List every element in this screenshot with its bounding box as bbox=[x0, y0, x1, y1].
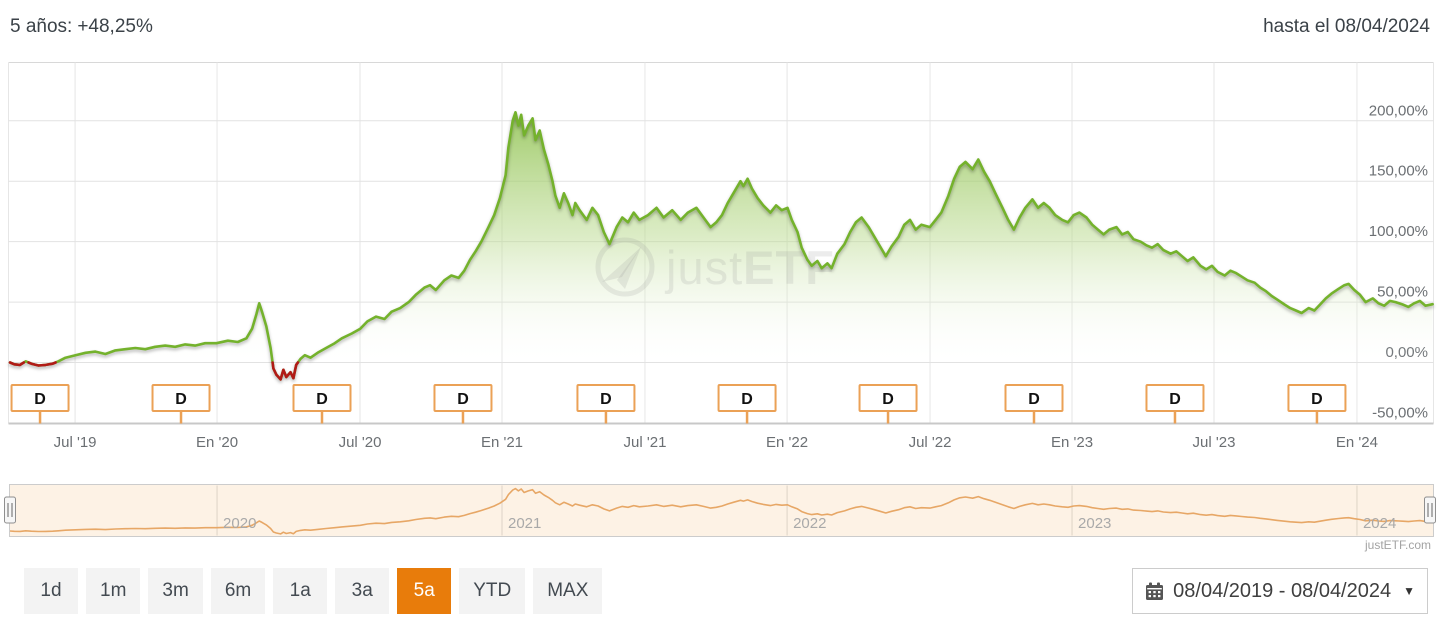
justetf-watermark: justETF bbox=[595, 237, 835, 297]
dividend-marker[interactable]: D bbox=[292, 384, 352, 424]
x-axis-label: Jul '22 bbox=[909, 434, 952, 451]
y-axis-label: 100,00% bbox=[1369, 223, 1428, 240]
justetf-logo-plane bbox=[617, 247, 641, 289]
x-axis-label: Jul '21 bbox=[624, 434, 667, 451]
range-button-6m[interactable]: 6m bbox=[210, 568, 266, 614]
handle-grip-box bbox=[4, 496, 16, 524]
justetf-logo-plane bbox=[602, 247, 641, 282]
period-return-header: 5 años: +48,25% bbox=[10, 16, 153, 38]
x-axis-label: En '22 bbox=[766, 434, 808, 451]
dividend-flag-box bbox=[433, 384, 493, 412]
range-button-5a[interactable]: 5a bbox=[397, 568, 452, 614]
dividend-flag-label: D bbox=[741, 391, 753, 408]
until-date-label: hasta el 08/04/2024 bbox=[1263, 16, 1430, 37]
y-axis-label: -50,00% bbox=[1372, 404, 1428, 421]
range-button-3a[interactable]: 3a bbox=[335, 568, 390, 614]
range-button-YTD[interactable]: YTD bbox=[459, 568, 526, 614]
y-axis-label: 200,00% bbox=[1369, 102, 1428, 119]
handle-grip-lines bbox=[7, 503, 13, 517]
dividend-flag-box bbox=[1287, 384, 1347, 412]
x-axis-label: En '21 bbox=[481, 434, 523, 451]
dividend-flag-box bbox=[151, 384, 211, 412]
range-button-1m[interactable]: 1m bbox=[86, 568, 141, 614]
performance-line-group bbox=[8, 111, 1434, 381]
x-axis-label: En '20 bbox=[196, 434, 238, 451]
range-button-1d[interactable]: 1d bbox=[24, 568, 78, 614]
navigator-year-label: 2022 bbox=[793, 515, 826, 532]
dividend-flag-box bbox=[10, 384, 70, 412]
dividend-marker[interactable]: D bbox=[858, 384, 918, 424]
dividend-flag-label: D bbox=[316, 391, 328, 408]
dividend-marker[interactable]: D bbox=[717, 384, 777, 424]
dividend-marker[interactable]: D bbox=[1004, 384, 1064, 424]
date-range-picker[interactable]: 08/04/2019 - 08/04/2024 ▼ bbox=[1132, 568, 1428, 614]
dividend-marker[interactable]: D bbox=[151, 384, 211, 424]
justetf-brand-label: justETF.com bbox=[1364, 538, 1431, 552]
dividend-flag-label: D bbox=[457, 391, 469, 408]
watermark-text: justETF bbox=[664, 241, 835, 294]
navigator-year-label: 2024 bbox=[1363, 515, 1396, 532]
dividend-flag-label: D bbox=[34, 391, 46, 408]
navigator-handle-right[interactable] bbox=[1424, 496, 1436, 524]
dividend-marker[interactable]: D bbox=[10, 384, 70, 424]
navigator-year-label: 2023 bbox=[1078, 515, 1111, 532]
dividend-flag-label: D bbox=[882, 391, 894, 408]
navigator-handle-left[interactable] bbox=[4, 496, 16, 524]
dividend-flag-box bbox=[576, 384, 636, 412]
x-axis-label: Jul '19 bbox=[54, 434, 97, 451]
x-axis-label: Jul '23 bbox=[1193, 434, 1236, 451]
performance-area-fill bbox=[10, 112, 1433, 380]
y-axis-label: 150,00% bbox=[1369, 163, 1428, 180]
dividend-flag-label: D bbox=[175, 391, 187, 408]
justetf-logo-icon bbox=[595, 237, 655, 297]
range-button-row: 1d 1m 3m 6m 1a 3a 5a YTD MAX bbox=[24, 568, 603, 614]
dividend-marker[interactable]: D bbox=[576, 384, 636, 424]
navigator-line bbox=[9, 487, 1433, 535]
y-axis-label: 50,00% bbox=[1377, 284, 1428, 301]
dividend-marker[interactable]: D bbox=[433, 384, 493, 424]
dividend-flag-box bbox=[858, 384, 918, 412]
x-axis-label: En '24 bbox=[1336, 434, 1378, 451]
x-axis-label: En '23 bbox=[1051, 434, 1093, 451]
dividend-flag-label: D bbox=[600, 391, 612, 408]
dividend-flag-box bbox=[717, 384, 777, 412]
range-button-MAX[interactable]: MAX bbox=[533, 568, 603, 614]
performance-line-negative bbox=[8, 361, 300, 381]
date-range-value: 08/04/2019 - 08/04/2024 bbox=[1173, 579, 1392, 602]
x-axis-label: Jul '20 bbox=[339, 434, 382, 451]
dividend-flag-label: D bbox=[1028, 391, 1040, 408]
navigator: 2020 2021 2022 2023 2024 bbox=[4, 484, 1436, 537]
navigator-track[interactable] bbox=[9, 484, 1434, 537]
dividend-flag-box bbox=[1145, 384, 1205, 412]
dividend-marker[interactable]: D bbox=[1145, 384, 1205, 424]
caret-down-icon: ▼ bbox=[1403, 584, 1415, 598]
period-label: 5 años: bbox=[10, 16, 73, 37]
dividend-marker[interactable]: D bbox=[1287, 384, 1347, 424]
handle-grip-box bbox=[1424, 496, 1436, 524]
dividend-flag-box bbox=[1004, 384, 1064, 412]
period-return-value: +48,25% bbox=[77, 16, 153, 37]
dividend-flag-label: D bbox=[1311, 391, 1323, 408]
calendar-icon bbox=[1146, 582, 1164, 600]
navigator-year-label: 2021 bbox=[508, 515, 541, 532]
handle-grip-lines bbox=[1427, 503, 1433, 517]
dividend-flag-label: D bbox=[1169, 391, 1181, 408]
range-button-1a[interactable]: 1a bbox=[273, 568, 328, 614]
range-button-3m[interactable]: 3m bbox=[148, 568, 203, 614]
dividend-flag-box bbox=[292, 384, 352, 412]
navigator-year-label: 2020 bbox=[223, 515, 256, 532]
